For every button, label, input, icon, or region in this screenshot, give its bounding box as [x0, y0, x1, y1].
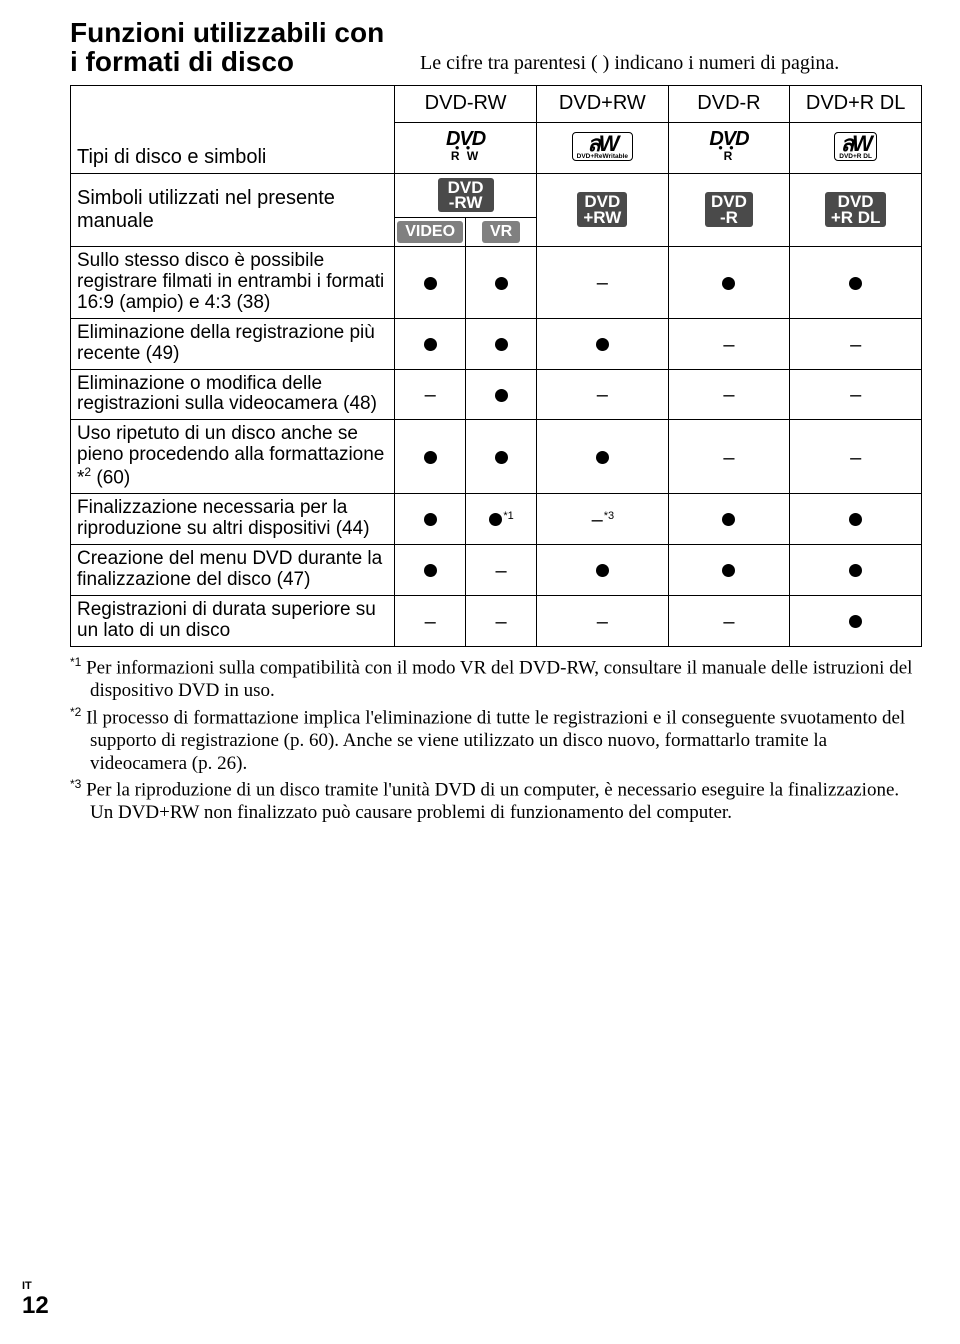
- logo-dvd-rw: DVD●●R W: [395, 122, 537, 173]
- feature-label: Eliminazione della registrazione più rec…: [71, 318, 395, 369]
- mark-cell: [790, 595, 922, 646]
- disc-feature-table: Tipi di disco e simboli DVD-RW DVD+RW DV…: [70, 85, 922, 647]
- mark-cell: –: [466, 545, 537, 596]
- feature-label: Uso ripetuto di un disco anche se pieno …: [71, 420, 395, 494]
- footnote: *3 Per la riproduzione di un disco trami…: [70, 777, 922, 825]
- mark-cell: [668, 494, 790, 545]
- table-row: Eliminazione o modifica delle registrazi…: [71, 369, 922, 420]
- mark-cell: [466, 369, 537, 420]
- mark-cell: [668, 247, 790, 319]
- mark-cell: [537, 545, 669, 596]
- page-title: Funzioni utilizzabili con i formati di d…: [70, 18, 390, 77]
- table-row: Creazione del menu DVD durante la finali…: [71, 545, 922, 596]
- symbol-dvd-rw: DVD-RW VIDEO VR: [395, 173, 537, 246]
- subtitle: Le cifre tra parentesi ( ) indicano i nu…: [390, 52, 922, 77]
- mark-cell: [466, 247, 537, 319]
- col-header-dvd-plus-rw: DVD+RW: [537, 85, 669, 122]
- mark-cell: [395, 318, 466, 369]
- table-row: Finalizzazione necessaria per la riprodu…: [71, 494, 922, 545]
- row-tipi-label: Tipi di disco e simboli: [71, 85, 395, 173]
- mark-cell: –: [668, 369, 790, 420]
- mark-cell: [395, 494, 466, 545]
- mark-cell: –*3: [537, 494, 669, 545]
- mark-cell: [466, 318, 537, 369]
- table-row: Sullo stesso disco è possibile registrar…: [71, 247, 922, 319]
- mark-cell: *1: [466, 494, 537, 545]
- mark-cell: –: [537, 595, 669, 646]
- mark-cell: –: [668, 420, 790, 494]
- mark-cell: [395, 545, 466, 596]
- mark-cell: –: [668, 318, 790, 369]
- footnote: *1 Per informazioni sulla compatibilità …: [70, 655, 922, 703]
- logo-dvd-r: DVD●●R: [668, 122, 790, 173]
- row-simboli-label: Simboli utilizzati nel presente manuale: [71, 173, 395, 246]
- feature-label: Registrazioni di durata superiore su un …: [71, 595, 395, 646]
- feature-label: Sullo stesso disco è possibile registrar…: [71, 247, 395, 319]
- symbol-dvd-r: DVD-R: [668, 173, 790, 246]
- mark-cell: –: [395, 595, 466, 646]
- table-row: Uso ripetuto di un disco anche se pieno …: [71, 420, 922, 494]
- mark-cell: [395, 420, 466, 494]
- page-number: IT 12: [22, 1280, 49, 1320]
- col-header-dvd-plus-r-dl: DVD+R DL: [790, 85, 922, 122]
- mark-cell: [537, 318, 669, 369]
- mark-cell: –: [790, 318, 922, 369]
- mark-cell: [668, 545, 790, 596]
- feature-label: Eliminazione o modifica delle registrazi…: [71, 369, 395, 420]
- mark-cell: –: [790, 420, 922, 494]
- table-row: Registrazioni di durata superiore su un …: [71, 595, 922, 646]
- mark-cell: –: [466, 595, 537, 646]
- feature-label: Creazione del menu DVD durante la finali…: [71, 545, 395, 596]
- mark-cell: [466, 420, 537, 494]
- mark-cell: [790, 247, 922, 319]
- mark-cell: [537, 420, 669, 494]
- table-row: Eliminazione della registrazione più rec…: [71, 318, 922, 369]
- col-header-dvd-r: DVD-R: [668, 85, 790, 122]
- footnote: *2 Il processo di formattazione implica …: [70, 705, 922, 776]
- mark-cell: –: [395, 369, 466, 420]
- mark-cell: –: [668, 595, 790, 646]
- feature-label: Finalizzazione necessaria per la riprodu…: [71, 494, 395, 545]
- symbol-dvd-plus-rw: DVD+RW: [537, 173, 669, 246]
- col-header-dvd-rw: DVD-RW: [395, 85, 537, 122]
- mark-cell: –: [790, 369, 922, 420]
- logo-dvd-plus-r-dl: ลWDVD+R DL: [790, 122, 922, 173]
- footnotes: *1 Per informazioni sulla compatibilità …: [70, 655, 922, 826]
- symbol-dvd-plus-r-dl: DVD+R DL: [790, 173, 922, 246]
- mark-cell: [790, 494, 922, 545]
- mark-cell: [395, 247, 466, 319]
- logo-dvd-plus-rw: ลWDVD+ReWritable: [537, 122, 669, 173]
- mark-cell: –: [537, 369, 669, 420]
- mark-cell: [790, 545, 922, 596]
- mark-cell: –: [537, 247, 669, 319]
